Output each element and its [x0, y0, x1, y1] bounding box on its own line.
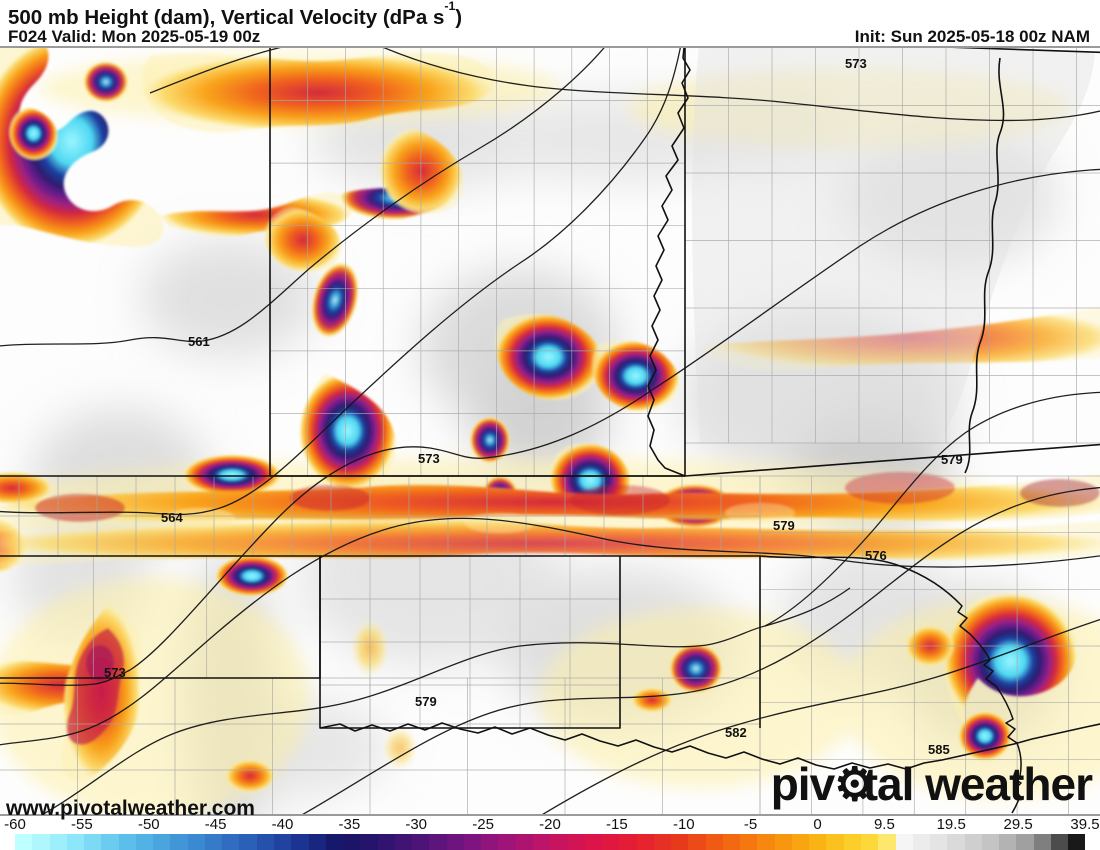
- svg-text:573: 573: [418, 451, 440, 466]
- svg-text:582: 582: [725, 725, 747, 740]
- svg-text:579: 579: [941, 452, 963, 467]
- svg-text:579: 579: [773, 518, 795, 533]
- svg-text:579: 579: [415, 694, 437, 709]
- svg-text:573: 573: [845, 56, 867, 71]
- svg-text:585: 585: [928, 742, 950, 757]
- svg-text:561: 561: [188, 334, 210, 349]
- svg-text:564: 564: [161, 510, 183, 525]
- svg-text:576: 576: [865, 548, 887, 563]
- svg-text:573: 573: [104, 665, 126, 680]
